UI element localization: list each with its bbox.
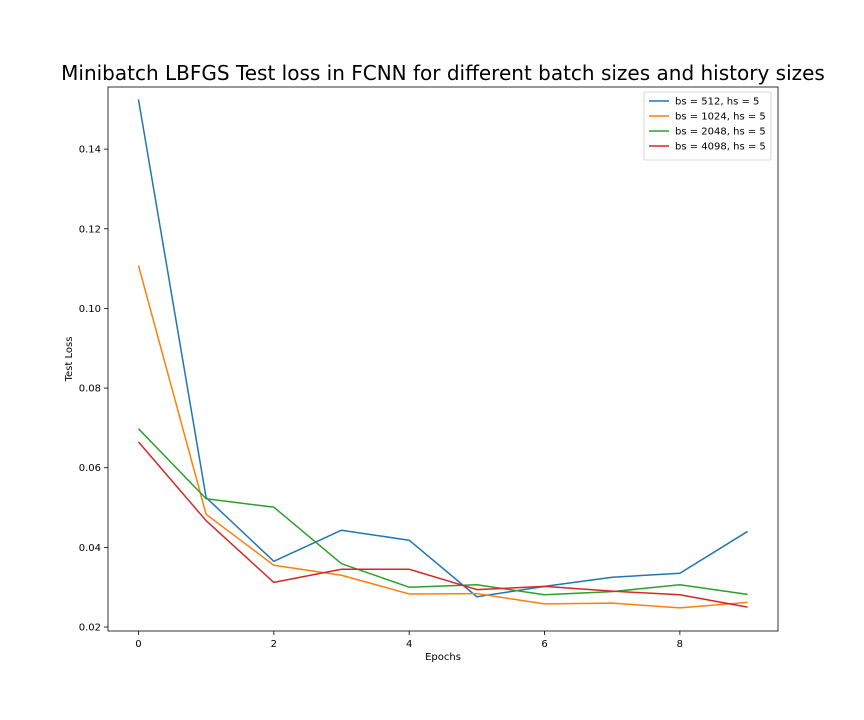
y-tick-label: 0.06	[79, 463, 101, 474]
y-axis: 0.02 0.04 0.06 0.08 0.10 0.12 0.14	[79, 145, 108, 634]
legend-label: bs = 2048, hs = 5	[675, 127, 766, 138]
y-tick-label: 0.04	[79, 543, 101, 554]
y-tick-label: 0.02	[79, 623, 101, 634]
y-tick-label: 0.12	[79, 224, 101, 235]
chart-title: Minibatch LBFGS Test loss in FCNN for di…	[61, 61, 825, 85]
x-axis: 0 2 4 6 8	[135, 631, 683, 650]
axes-frame	[107, 86, 779, 632]
series-line-1	[137, 99, 748, 598]
y-tick-label: 0.08	[79, 384, 101, 395]
y-axis-label: Test Loss	[64, 337, 75, 383]
legend-label: bs = 4098, hs = 5	[675, 142, 766, 153]
x-tick-label: 2	[271, 639, 277, 650]
series-line-3	[137, 428, 748, 596]
x-tick-label: 4	[406, 639, 412, 650]
x-tick-label: 6	[541, 639, 547, 650]
legend-label: bs = 1024, hs = 5	[675, 112, 766, 123]
x-axis-label: Epochs	[425, 652, 461, 663]
y-tick-label: 0.14	[79, 145, 101, 156]
series-line-4	[137, 441, 748, 608]
legend-frame	[643, 91, 772, 161]
legend-label: bs = 512, hs = 5	[675, 97, 759, 108]
x-tick-label: 8	[677, 639, 683, 650]
x-tick-label: 0	[135, 639, 141, 650]
legend: bs = 512, hs = 5 bs = 1024, hs = 5 bs = 20…	[643, 91, 772, 161]
plot-area	[137, 99, 748, 609]
series-line-2	[137, 265, 748, 609]
y-tick-label: 0.10	[79, 304, 101, 315]
